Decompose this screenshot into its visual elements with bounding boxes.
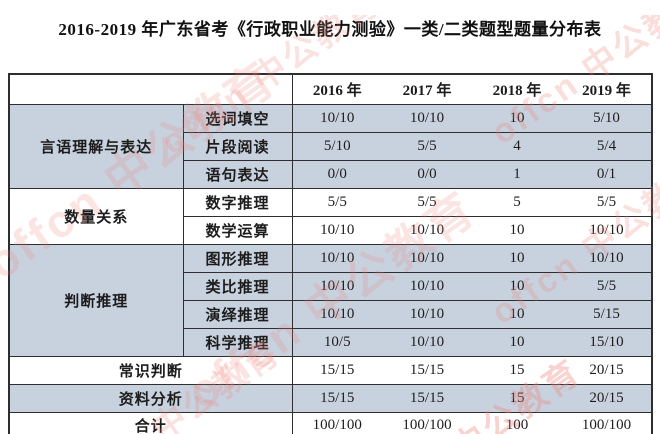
value-cell: 20/15: [562, 383, 652, 413]
value-cell: 10/10: [291, 243, 382, 273]
category-cell: 判断推理: [8, 243, 184, 357]
value-cell: 10/10: [382, 299, 472, 329]
value-cell: 10/10: [562, 215, 652, 245]
value-cell: 0/0: [291, 159, 382, 189]
table-row: 合计 100/100 100/100 100 100/100: [8, 411, 652, 434]
value-cell: 1: [472, 159, 562, 189]
value-cell: 100/100: [291, 411, 382, 434]
category-cell: 言语理解与表达: [8, 103, 184, 189]
header-empty-cell: [8, 73, 293, 105]
value-cell: 10: [472, 299, 562, 329]
column-header-2017: 2017 年: [382, 73, 472, 105]
value-cell: 10/5: [291, 327, 382, 357]
subcategory-cell: 数学运算: [182, 215, 293, 245]
value-cell: 5/5: [562, 187, 652, 217]
value-cell: 10: [472, 327, 562, 357]
value-cell: 100/100: [382, 411, 472, 434]
merged-label-cell: 资料分析: [8, 383, 293, 413]
value-cell: 20/15: [562, 355, 652, 385]
table-row: 判断推理 图形推理 10/10 10/10 10 10/10: [8, 243, 652, 357]
subcategory-cell: 选词填空: [182, 103, 293, 133]
value-cell: 5/10: [562, 103, 652, 133]
table-header-row: 2016 年 2017 年 2018 年 2019 年: [8, 73, 652, 105]
value-cell: 0/1: [562, 159, 652, 189]
value-cell: 5: [472, 187, 562, 217]
value-cell: 10/10: [291, 103, 382, 133]
value-cell: 15/15: [382, 383, 472, 413]
value-cell: 10: [472, 243, 562, 273]
value-cell: 5/10: [291, 131, 382, 161]
page-title: 2016-2019 年广东省考《行政职业能力测验》一类/二类题型题量分布表: [58, 20, 602, 39]
value-cell: 10/10: [291, 215, 382, 245]
value-cell: 10/10: [291, 271, 382, 301]
merged-label-cell: 合计: [8, 411, 293, 434]
table-row: 资料分析 15/15 15/15 15 20/15: [8, 383, 652, 413]
column-header-2018: 2018 年: [472, 73, 562, 105]
value-cell: 0/0: [382, 159, 472, 189]
table-row: 数学运算 10/10 10/10 10 10/10: [9, 215, 652, 245]
value-cell: 5/5: [291, 187, 382, 217]
merged-label-cell: 常识判断: [8, 355, 293, 385]
value-cell: 15/10: [562, 327, 652, 357]
value-cell: 4: [472, 131, 562, 161]
value-cell: 100/100: [562, 411, 652, 434]
value-cell: 100: [472, 411, 562, 434]
subcategory-cell: 片段阅读: [182, 131, 293, 161]
value-cell: 15/15: [382, 355, 472, 385]
value-cell: 10/10: [382, 327, 472, 357]
subcategory-cell: 数字推理: [182, 187, 293, 217]
table-row: 言语理解与表达 选词填空 10/10 10/10 10 5/10: [8, 103, 652, 189]
value-cell: 5/5: [562, 271, 652, 301]
subcategory-cell: 图形推理: [182, 243, 293, 273]
subcategory-cell: 演绎推理: [182, 299, 293, 329]
value-cell: 10/10: [382, 243, 472, 273]
value-cell: 5/5: [382, 131, 472, 161]
subcategory-cell: 科学推理: [182, 327, 293, 357]
table-row: 数量关系 数字推理 5/5 5/5 5 5/5: [8, 187, 652, 245]
value-cell: 5/15: [562, 299, 652, 329]
value-cell: 15: [472, 355, 562, 385]
subcategory-cell: 语句表达: [182, 159, 293, 189]
value-cell: 5/4: [562, 131, 652, 161]
value-cell: 15: [472, 383, 562, 413]
value-cell: 10: [472, 271, 562, 301]
value-cell: 10/10: [382, 271, 472, 301]
question-distribution-table: 2016 年 2017 年 2018 年 2019 年 言语理解与表达 选词填空…: [8, 73, 653, 434]
value-cell: 10/10: [291, 299, 382, 329]
subcategory-cell: 类比推理: [182, 271, 293, 301]
value-cell: 10: [472, 215, 562, 245]
table-row: 科学推理 10/5 10/10 10 15/10: [9, 327, 652, 357]
value-cell: 15/15: [291, 355, 382, 385]
value-cell: 15/15: [291, 383, 382, 413]
value-cell: 10: [472, 103, 562, 133]
value-cell: 10/10: [382, 215, 472, 245]
column-header-2019: 2019 年: [562, 73, 652, 105]
table-row: 常识判断 15/15 15/15 15 20/15: [8, 355, 652, 385]
category-cell: 数量关系: [8, 187, 184, 245]
table-row: 语句表达 0/0 0/0 1 0/1: [9, 159, 652, 189]
value-cell: 5/5: [382, 187, 472, 217]
column-header-2016: 2016 年: [291, 73, 382, 105]
value-cell: 10/10: [382, 103, 472, 133]
value-cell: 10/10: [562, 243, 652, 273]
